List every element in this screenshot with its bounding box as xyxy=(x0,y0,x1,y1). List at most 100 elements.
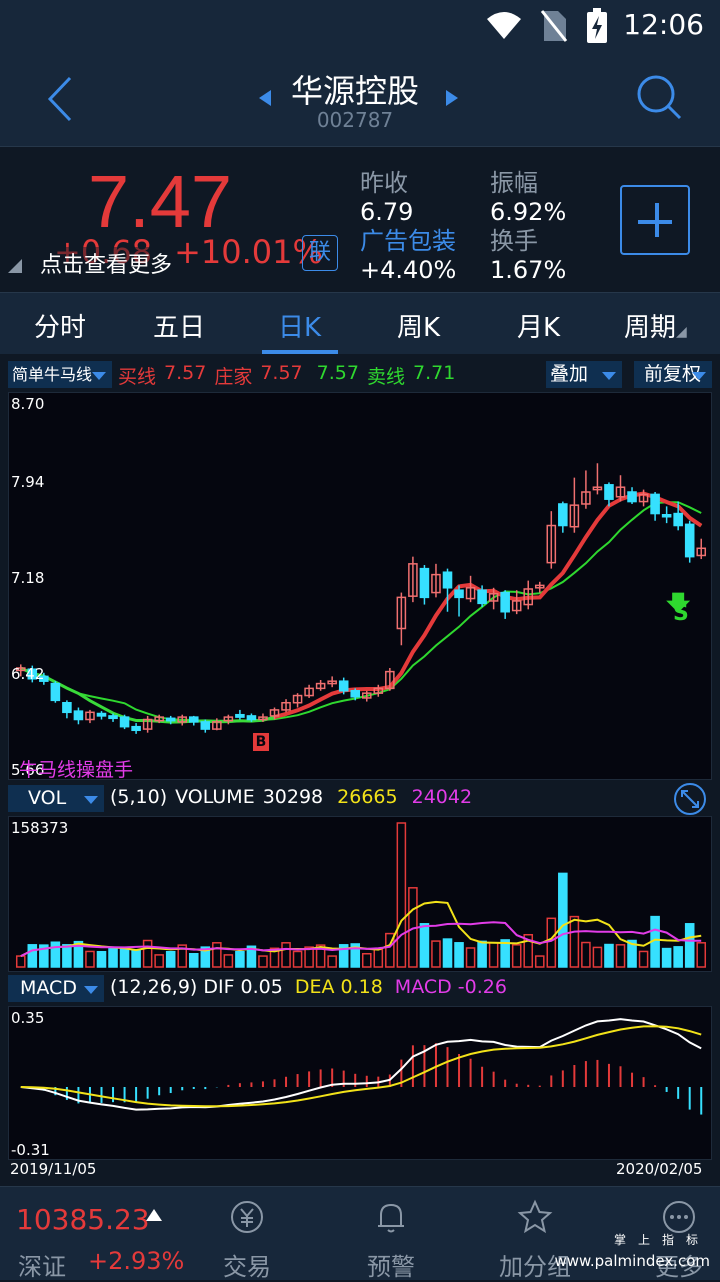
candle-body xyxy=(177,716,188,723)
next-stock-arrow-icon[interactable] xyxy=(446,90,458,106)
prev-stock-arrow-icon[interactable] xyxy=(259,90,271,106)
candle-body xyxy=(108,715,118,720)
linked-button[interactable]: 联 xyxy=(302,235,338,271)
candle-body xyxy=(315,682,326,690)
tab-daily-k[interactable]: 日K xyxy=(278,313,322,343)
stat-prev-close: 昨收 6.79 xyxy=(360,169,414,226)
volume-dropdown[interactable]: VOL xyxy=(8,785,104,812)
nav-add-group[interactable]: 加分组 xyxy=(485,1187,585,1281)
battery-charging-icon xyxy=(587,8,607,43)
volume-bar xyxy=(200,946,211,968)
tab-monthly-k[interactable]: 月K xyxy=(517,313,561,343)
more-info-tip[interactable]: 点击查看更多 xyxy=(40,247,173,279)
volume-chart[interactable]: 158373 xyxy=(8,816,712,972)
no-sim-icon xyxy=(540,10,568,42)
volume-bar xyxy=(246,945,257,968)
stat-sector[interactable]: 广告包装 +4.40% xyxy=(360,227,457,284)
tab-five-day[interactable]: 五日 xyxy=(153,313,206,343)
date-end-label: 2020/02/05 xyxy=(616,1160,703,1178)
volume-bar xyxy=(361,953,372,968)
candle-body xyxy=(569,504,580,528)
macd-chart[interactable]: 0.35 -0.31 xyxy=(8,1006,712,1160)
nav-trade[interactable]: 交易 xyxy=(197,1187,297,1281)
candle-body xyxy=(500,591,510,613)
volume-bar xyxy=(223,954,234,968)
volume-bar xyxy=(27,944,38,968)
volume-bar xyxy=(165,950,176,968)
candle-body xyxy=(661,514,672,518)
adjust-button[interactable]: 前复权 xyxy=(634,361,712,388)
volume-bar xyxy=(154,954,164,968)
macd-bottom-label: -0.31 xyxy=(11,1141,50,1159)
sell-arrow-icon xyxy=(666,592,691,613)
index-value[interactable]: 10385.23 xyxy=(16,1203,150,1236)
volume-bar xyxy=(385,932,395,968)
volume-bar xyxy=(673,946,683,968)
status-time: 12:06 xyxy=(623,8,704,41)
volume-bar xyxy=(661,947,672,968)
volume-bar xyxy=(638,950,649,968)
date-start-label: 2019/11/05 xyxy=(10,1160,97,1178)
candle-body xyxy=(50,682,61,702)
candle-body xyxy=(73,710,84,721)
tab-intraday[interactable]: 分时 xyxy=(34,313,87,343)
volume-bar xyxy=(604,943,614,968)
change-percent: +10.01% xyxy=(174,233,323,271)
tab-period[interactable]: 周期◢ xyxy=(624,307,687,344)
candle-body xyxy=(592,486,603,491)
candle-body xyxy=(27,668,38,680)
star-icon xyxy=(517,1199,553,1234)
nav-alert[interactable]: 预警 xyxy=(341,1187,441,1281)
search-icon[interactable] xyxy=(634,72,684,122)
candle-body xyxy=(188,716,199,723)
kline-chart[interactable]: 8.70 7.94 7.18 6.42 5.66 牛马线操盘手 B S xyxy=(8,392,712,781)
bottom-bar: 10385.23 深证 +2.93% 交易 预警 加分组 更多 掌上指标 www… xyxy=(0,1186,720,1281)
candle-body xyxy=(373,687,384,694)
macd-dropdown[interactable]: MACD xyxy=(8,975,104,1002)
volume-values: (5,10) VOLUME 30298 26665 24042 xyxy=(110,786,473,808)
candle-body xyxy=(442,571,453,589)
volume-bar xyxy=(177,944,188,968)
volume-bar xyxy=(188,953,199,968)
volume-bar xyxy=(592,946,603,968)
volume-bar xyxy=(73,940,84,968)
add-watchlist-button[interactable] xyxy=(620,185,690,255)
candle-body xyxy=(258,716,268,721)
indicator-bar: 简单牛马线 买线 7.57 庄家 7.57 7.57 卖线 7.71 叠加 前复… xyxy=(0,360,720,390)
indicator-dropdown[interactable]: 简单牛马线 xyxy=(8,361,112,388)
quote-panel: 7.47 +0.68+10.01% 点击查看更多 联 昨收 6.79 振幅 6.… xyxy=(0,146,720,292)
up-arrow-icon xyxy=(146,1209,162,1221)
volume-bar: VOL (5,10) VOLUME 30298 26665 24042 xyxy=(0,782,720,816)
candle-body xyxy=(142,718,153,730)
candle-body xyxy=(396,596,407,630)
volume-plot xyxy=(15,822,707,968)
volume-bar xyxy=(569,915,580,968)
volume-bar xyxy=(350,943,361,968)
corner-triangle-icon xyxy=(8,259,22,273)
volume-bar xyxy=(292,950,303,968)
tab-weekly-k[interactable]: 周K xyxy=(397,313,441,343)
candle-body xyxy=(281,701,291,711)
kline-y-label: 7.18 xyxy=(11,569,45,587)
volume-bar xyxy=(488,942,499,968)
nav-more[interactable]: 更多 xyxy=(629,1187,720,1281)
candle-body xyxy=(546,524,557,564)
expand-icon[interactable] xyxy=(672,782,708,816)
candle-body xyxy=(235,713,245,718)
overlay-dropdown[interactable]: 叠加 xyxy=(546,361,622,388)
candle-body xyxy=(511,600,522,612)
back-icon[interactable] xyxy=(40,72,84,126)
candle-body xyxy=(488,593,499,602)
kline-y-label: 7.94 xyxy=(11,473,45,491)
macd-plot xyxy=(20,1018,703,1115)
volume-bar xyxy=(50,941,61,968)
dif-series xyxy=(20,1018,702,1111)
stock-title: 华源控股 xyxy=(290,72,419,110)
volume-bar xyxy=(315,944,326,968)
volume-bar xyxy=(269,947,280,968)
stock-code: 002787 xyxy=(316,108,394,132)
candle-body xyxy=(269,709,280,717)
status-bar: 12:06 xyxy=(0,0,720,52)
more-icon xyxy=(663,1201,695,1233)
candle-body xyxy=(650,493,660,515)
